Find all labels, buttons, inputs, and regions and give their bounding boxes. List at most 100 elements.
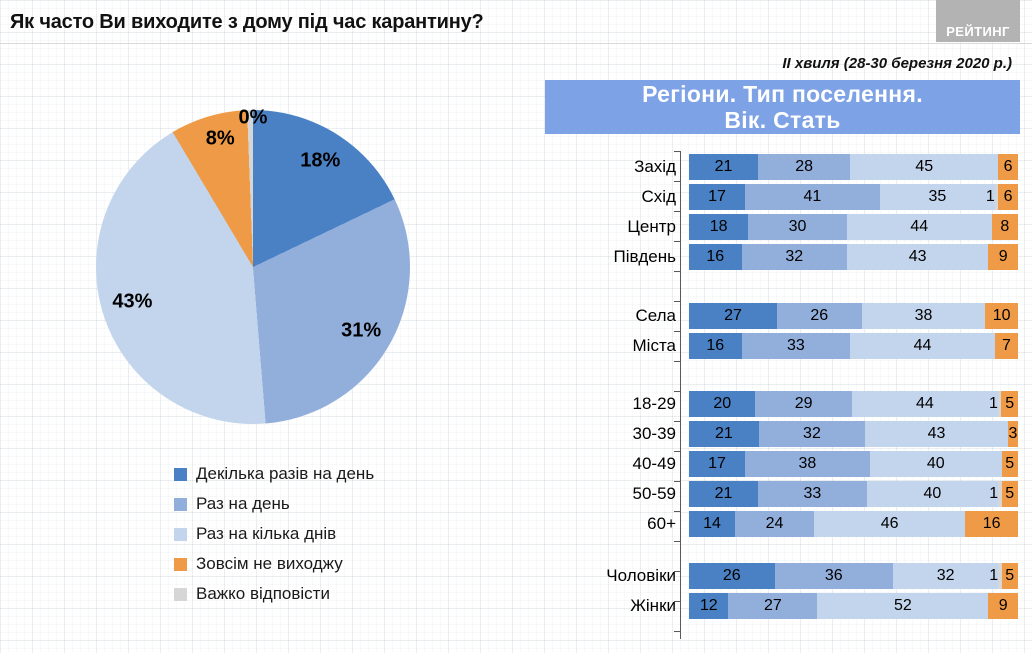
bar-segment: 9	[988, 593, 1018, 619]
bar-row: 30-39 21 32 43 3	[550, 421, 1020, 447]
bar-track: 18 30 44 8	[689, 214, 1018, 240]
bar-category-label: 60+	[647, 514, 676, 533]
bar-segment: 7	[994, 333, 1018, 359]
bar-segment: 3	[1008, 421, 1018, 447]
bar-value-label: 45	[915, 158, 934, 175]
bar-value-label: 16	[706, 337, 725, 354]
bar-segment: 44	[850, 333, 995, 359]
legend-swatch	[174, 497, 187, 511]
legend-swatch	[174, 467, 187, 481]
bar-value-label: 21	[714, 485, 733, 502]
bar-value-label: 43	[908, 248, 927, 265]
bar-row: Чоловіки 26 36 32 1 5	[550, 563, 1020, 589]
bar-category-label: 50-59	[632, 484, 676, 503]
bar-segment: 40	[869, 451, 1002, 477]
bar-value-label: 27	[763, 597, 782, 614]
pie-data-label: 8%	[205, 127, 235, 150]
pie-data-label: 0%	[238, 106, 268, 129]
page-title: Як часто Ви виходите з дому під час кара…	[10, 11, 484, 33]
bar-row: Південь 16 32 43 9	[550, 244, 1020, 270]
bar-value-label: 52	[893, 597, 912, 614]
bar-track: 16 32 43 9	[689, 244, 1018, 270]
bar-track: 16 33 44 7	[689, 333, 1018, 359]
bar-category-label: 18-29	[632, 394, 676, 413]
bar-segment: 21	[689, 481, 759, 507]
bar-value-label: 6	[1003, 188, 1013, 205]
bar-track: 17 41 35 1 6	[689, 184, 1018, 210]
bar-value-label: 18	[709, 218, 728, 235]
bar-track: 17 38 40 5	[689, 451, 1018, 477]
bar-category-label: Чоловіки	[606, 566, 676, 585]
pie-chart: 18% 31% 43% 8% 0%	[88, 102, 418, 432]
bar-segment: 28	[758, 154, 851, 180]
legend-label: Зовсім не виходжу	[196, 554, 343, 573]
bar-segment: 26	[689, 563, 775, 589]
bar-value-label: 5	[1005, 567, 1015, 584]
bar-value-label: 32	[803, 425, 821, 442]
bar-segment: 52	[817, 593, 989, 619]
bar-track: 21 28 45 6	[689, 154, 1018, 180]
bar-value-label: 44	[913, 337, 932, 354]
bar-value-label: 35	[928, 188, 947, 205]
bar-segment: 5	[1001, 563, 1018, 589]
bar-segment: 17	[689, 184, 745, 210]
bar-row: 60+ 14 24 46 16	[550, 511, 1020, 537]
bar-segment: 30	[748, 214, 847, 240]
bar-segment: 20	[689, 391, 756, 417]
bar-row: Схід 17 41 35 1 6	[550, 184, 1020, 210]
wave-subtitle: ІІ хвиля (28-30 березня 2020 р.)	[782, 55, 1012, 72]
bar-value-label: 28	[795, 158, 814, 175]
bar-segment: 33	[758, 481, 867, 507]
bar-category-label: Захід	[634, 157, 676, 176]
bar-category-label: Села	[635, 306, 676, 325]
bar-value-label: 8	[1000, 218, 1010, 235]
panel-header-line1: Регіони. Тип поселення.	[642, 81, 923, 107]
bar-segment: 9	[988, 244, 1018, 270]
bar-value-label: 12	[699, 597, 718, 614]
bar-category-label: 30-39	[632, 424, 676, 443]
bar-value-label: 21	[714, 425, 733, 442]
bar-track: 21 32 43 3	[689, 421, 1018, 447]
legend-item: Раз на день	[174, 489, 374, 519]
bar-segment: 1	[989, 391, 1002, 417]
bar-segment: 10	[985, 303, 1018, 329]
pie-circle	[96, 110, 410, 424]
bar-value-label: 9	[998, 248, 1008, 265]
rating-logo: РЕЙТИНГ	[936, 0, 1020, 42]
bar-group-age: 18-29 20 29 44 1 5 30-39 21 32 43 3 40-49 17 38 40 5 50-…	[550, 391, 1020, 537]
bar-segment: 40	[866, 481, 999, 507]
bar-value-label: 1	[989, 485, 999, 502]
bar-segment: 5	[1001, 481, 1018, 507]
legend-label: Декілька разів на день	[196, 464, 375, 483]
bar-track: 14 24 46 16	[689, 511, 1018, 537]
bar-value-label: 1	[989, 395, 998, 412]
legend-swatch	[174, 527, 187, 541]
bar-axis	[674, 151, 681, 639]
bar-row: Села 27 26 38 10	[550, 303, 1020, 329]
bar-value-label: 20	[713, 395, 732, 412]
bar-value-label: 32	[936, 567, 955, 584]
bar-category-label: Південь	[613, 247, 676, 266]
legend-item: Зовсім не виходжу	[174, 549, 374, 579]
bar-value-label: 1	[989, 567, 999, 584]
bar-segment: 33	[741, 333, 851, 359]
bar-track: 12 27 52 9	[689, 593, 1018, 619]
bar-group-settlement: Села 27 26 38 10 Міста 16 33 44 7	[550, 303, 1020, 359]
bar-track: 27 26 38 10	[689, 303, 1018, 329]
bar-category-label: Міста	[632, 336, 677, 355]
bar-row: Міста 16 33 44 7	[550, 333, 1020, 359]
bar-value-label: 9	[998, 597, 1008, 614]
stacked-bar-chart: Захід 21 28 45 6 Схід 17 41 35 1 6 Центр 18 30 44 8 Півд…	[550, 151, 1020, 639]
bar-segment: 21	[689, 421, 759, 447]
legend-swatch	[174, 557, 187, 571]
bar-value-label: 17	[708, 455, 726, 472]
bar-track: 26 36 32 1 5	[689, 563, 1018, 589]
legend-label: Важко відповісти	[196, 584, 330, 603]
pie-data-label: 18%	[300, 149, 341, 172]
bar-value-label: 44	[916, 395, 934, 412]
bar-segment: 36	[774, 563, 893, 589]
bar-row: 40-49 17 38 40 5	[550, 451, 1020, 477]
bar-value-label: 46	[880, 515, 899, 532]
bar-value-label: 32	[785, 248, 804, 265]
bar-segment: 32	[741, 244, 847, 270]
